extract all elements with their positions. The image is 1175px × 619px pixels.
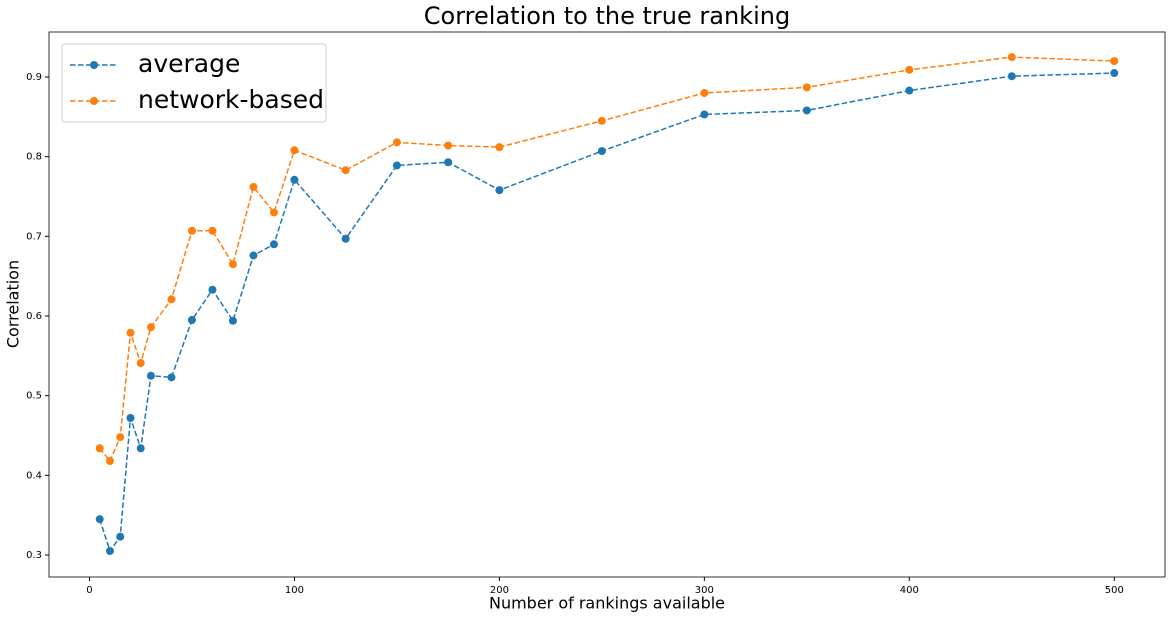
y-tick-label: 0.3	[26, 550, 42, 561]
marker	[187, 226, 196, 235]
marker	[341, 166, 350, 175]
marker	[146, 371, 155, 380]
legend-label: network-based	[138, 85, 324, 114]
marker	[597, 116, 606, 125]
marker	[269, 240, 278, 249]
marker	[228, 260, 237, 269]
marker	[1007, 72, 1016, 81]
x-tick-label: 500	[1105, 585, 1124, 596]
marker	[290, 175, 299, 184]
x-tick-label: 400	[900, 585, 919, 596]
marker	[105, 457, 114, 466]
marker	[167, 295, 176, 304]
marker	[269, 208, 278, 217]
marker	[116, 433, 125, 442]
marker	[597, 147, 606, 156]
x-tick-label: 0	[86, 585, 92, 596]
series-line	[99, 72, 1115, 553]
legend-box	[61, 43, 327, 123]
legend-marker	[90, 61, 98, 69]
marker	[341, 234, 350, 243]
y-tick-label: 0.4	[26, 470, 42, 481]
y-tick-label: 0.7	[26, 231, 42, 242]
marker	[208, 285, 217, 294]
marker	[802, 83, 811, 92]
x-tick-label: 200	[490, 585, 509, 596]
marker	[95, 515, 104, 524]
y-tick-label: 0.6	[26, 311, 42, 322]
series-line	[99, 56, 1115, 463]
legend-label: average	[138, 49, 240, 78]
marker	[105, 547, 114, 556]
marker	[167, 373, 176, 382]
marker	[290, 146, 299, 155]
marker	[905, 86, 914, 95]
marker	[495, 186, 504, 195]
y-tick-label: 0.8	[26, 152, 42, 163]
marker	[126, 413, 135, 422]
marker	[249, 182, 258, 191]
y-tick-label: 0.9	[26, 72, 42, 83]
marker	[95, 444, 104, 453]
marker	[116, 532, 125, 541]
marker	[1110, 69, 1119, 78]
x-tick-label: 100	[285, 585, 304, 596]
marker	[444, 158, 453, 167]
marker	[700, 110, 709, 119]
marker	[146, 323, 155, 332]
y-axis-label: Correlation	[4, 260, 23, 348]
marker	[208, 226, 217, 235]
marker	[136, 444, 145, 453]
marker	[392, 161, 401, 170]
marker	[249, 251, 258, 260]
marker	[392, 138, 401, 147]
marker	[136, 359, 145, 368]
marker	[1110, 57, 1119, 66]
marker	[126, 328, 135, 337]
chart-title: Correlation to the true ranking	[424, 2, 790, 30]
marker	[1007, 53, 1016, 62]
y-tick-label: 0.5	[26, 391, 42, 402]
x-axis-label: Number of rankings available	[489, 594, 725, 613]
plot-frame	[48, 31, 1166, 578]
marker	[700, 88, 709, 97]
legend-marker	[90, 97, 98, 105]
marker	[495, 143, 504, 152]
marker	[187, 315, 196, 324]
x-tick-label: 300	[695, 585, 714, 596]
marker	[444, 141, 453, 150]
marker	[905, 65, 914, 74]
marker	[802, 106, 811, 115]
marker	[228, 316, 237, 325]
